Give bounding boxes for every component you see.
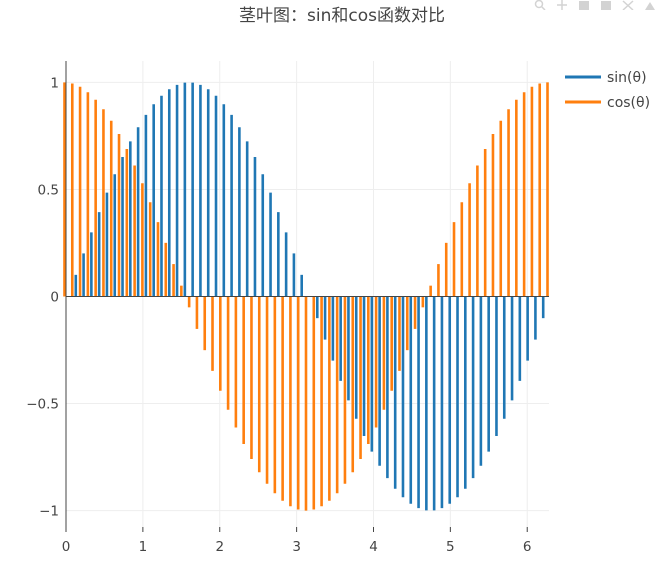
pan-icon[interactable] — [556, 0, 568, 10]
legend[interactable]: sin(θ) cos(θ) — [565, 70, 650, 111]
x-tick-label: 4 — [369, 539, 378, 555]
y-tick-labels: −1 −0.5 0 0.5 1 — [26, 75, 59, 519]
x-tick-label: 0 — [62, 539, 71, 555]
autoscale-icon[interactable] — [622, 0, 634, 10]
y-tick-label: 1 — [50, 75, 59, 91]
reset-axes-icon[interactable] — [644, 0, 656, 10]
zoom-in-icon[interactable] — [578, 0, 590, 10]
y-tick-label: −0.5 — [26, 397, 59, 413]
x-tick-label: 1 — [139, 539, 148, 555]
legend-label: sin(θ) — [607, 70, 647, 86]
zoom-out-icon[interactable] — [600, 0, 612, 10]
chart-title: 茎叶图：sin和cos函数对比 — [239, 6, 445, 26]
plot-area[interactable] — [63, 61, 553, 532]
legend-item-cos[interactable]: cos(θ) — [565, 95, 650, 111]
x-tick-label: 5 — [446, 539, 455, 555]
y-tick-label: −1 — [39, 504, 59, 520]
zoom-icon[interactable] — [534, 0, 546, 10]
legend-label: cos(θ) — [607, 95, 650, 111]
x-tick-label: 2 — [215, 539, 224, 555]
bars — [63, 82, 553, 511]
y-tick-label: 0.5 — [38, 182, 59, 198]
x-tick-label: 6 — [523, 539, 532, 555]
modebar — [534, 0, 664, 12]
x-tick-labels: 0 1 2 3 4 5 6 — [62, 539, 532, 555]
legend-item-sin[interactable]: sin(θ) — [565, 70, 647, 86]
x-tick-label: 3 — [292, 539, 301, 555]
y-tick-label: 0 — [50, 290, 59, 306]
axes — [65, 61, 549, 532]
